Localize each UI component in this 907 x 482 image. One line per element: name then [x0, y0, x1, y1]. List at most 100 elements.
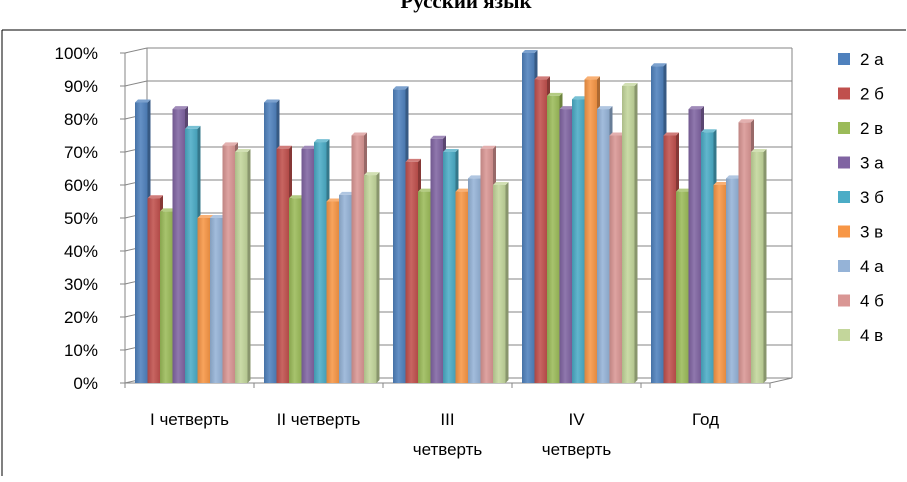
bar-top	[364, 172, 380, 176]
bar-front	[534, 79, 547, 384]
legend-item: 3 в	[838, 223, 883, 242]
x-tick-label-line: четверть	[413, 440, 483, 459]
legend-label: 4 б	[860, 292, 884, 311]
bar-top	[443, 149, 459, 152]
bar	[622, 83, 638, 383]
bar-front	[222, 145, 235, 383]
x-tick-label-line: II четверть	[277, 410, 361, 429]
y-tick-label: 70%	[64, 143, 98, 162]
y-tick-label: 30%	[64, 275, 98, 294]
bar-front	[339, 194, 352, 383]
bar-side	[247, 149, 251, 383]
bar-front	[676, 191, 689, 383]
bar-front	[210, 218, 223, 383]
bar-top	[301, 145, 317, 149]
bar-top	[547, 92, 563, 96]
legend-swatch	[838, 191, 850, 203]
bar-side	[634, 83, 638, 383]
gridline-side	[124, 80, 148, 87]
bar-top	[713, 182, 729, 185]
x-tick-label: IV четверть	[542, 410, 612, 459]
bar-front	[493, 185, 506, 383]
bar-top	[572, 96, 588, 100]
floor-right	[769, 377, 793, 384]
bar-top	[326, 198, 342, 202]
y-tick-label: 90%	[64, 77, 98, 96]
bar-front	[522, 53, 535, 383]
bar	[235, 149, 251, 383]
legend-item: 2 б	[838, 85, 884, 104]
x-tick-label-line: Год	[692, 410, 719, 429]
bar-top	[147, 195, 163, 199]
y-tick-label: 0%	[73, 374, 98, 393]
bar-top	[534, 76, 550, 80]
bar-front	[147, 198, 160, 383]
bar-top	[418, 188, 434, 192]
bar-front	[559, 109, 572, 383]
bar-front	[289, 198, 302, 383]
bar-front	[688, 109, 701, 383]
bar-front	[301, 148, 314, 383]
bar-top	[622, 83, 638, 86]
y-tick-label: 10%	[64, 341, 98, 360]
bar-front	[455, 191, 468, 383]
bar-top	[609, 132, 625, 136]
bar-front	[713, 185, 726, 383]
bar-top	[559, 106, 575, 110]
bar-front	[651, 66, 664, 383]
legend-item: 2 а	[838, 50, 884, 69]
bar-side	[505, 182, 509, 383]
bar-top	[676, 188, 692, 192]
bar-front	[418, 191, 431, 383]
x-tick-label: I четверть	[150, 410, 229, 429]
bar-front	[663, 135, 676, 383]
bar-front	[751, 152, 764, 383]
bar-top	[597, 106, 613, 110]
x-tick-label: III четверть	[413, 410, 483, 459]
legend-swatch	[838, 156, 850, 169]
bar-front	[351, 135, 364, 383]
bar-front	[572, 99, 585, 383]
bar-front	[276, 148, 289, 383]
bar-front	[609, 135, 622, 383]
bar-top	[172, 106, 188, 110]
bar-front	[135, 102, 148, 383]
bar-top	[688, 106, 704, 110]
bar-top	[493, 182, 509, 185]
legend-item: 4 а	[838, 257, 884, 276]
bar-top	[738, 119, 754, 123]
bar-front	[235, 152, 248, 383]
legend-label: 2 а	[860, 50, 884, 69]
bar-top	[222, 142, 238, 146]
bar-top	[351, 132, 367, 136]
y-tick-label: 100%	[55, 44, 98, 63]
y-tick-label: 20%	[64, 308, 98, 327]
x-tick-label: Год	[692, 410, 719, 429]
bar-side	[763, 149, 767, 383]
bar-top	[455, 188, 471, 192]
bar-top	[430, 135, 446, 139]
bar-top	[651, 63, 667, 67]
bar-top	[339, 191, 355, 195]
legend-label: 3 а	[860, 154, 884, 173]
bar-top	[405, 158, 421, 162]
bar-top	[751, 149, 767, 152]
bar-front	[738, 122, 751, 384]
bar-top	[480, 145, 496, 149]
bar-top	[264, 99, 280, 103]
legend-swatch	[838, 87, 850, 100]
x-tick-label-line: III	[440, 410, 454, 429]
bar-front	[468, 178, 481, 383]
legend-label: 2 б	[860, 85, 884, 104]
x-tick-label-line: четверть	[542, 440, 612, 459]
bar-front	[443, 152, 456, 383]
legend-label: 2 в	[860, 119, 883, 138]
bar-front	[547, 95, 560, 384]
bar-front	[364, 175, 377, 383]
bar-front	[480, 148, 493, 383]
bar-top	[726, 175, 742, 179]
y-tick-label: 50%	[64, 209, 98, 228]
bar-top	[522, 50, 538, 53]
bar-front	[430, 138, 443, 383]
bar-front	[393, 89, 406, 384]
